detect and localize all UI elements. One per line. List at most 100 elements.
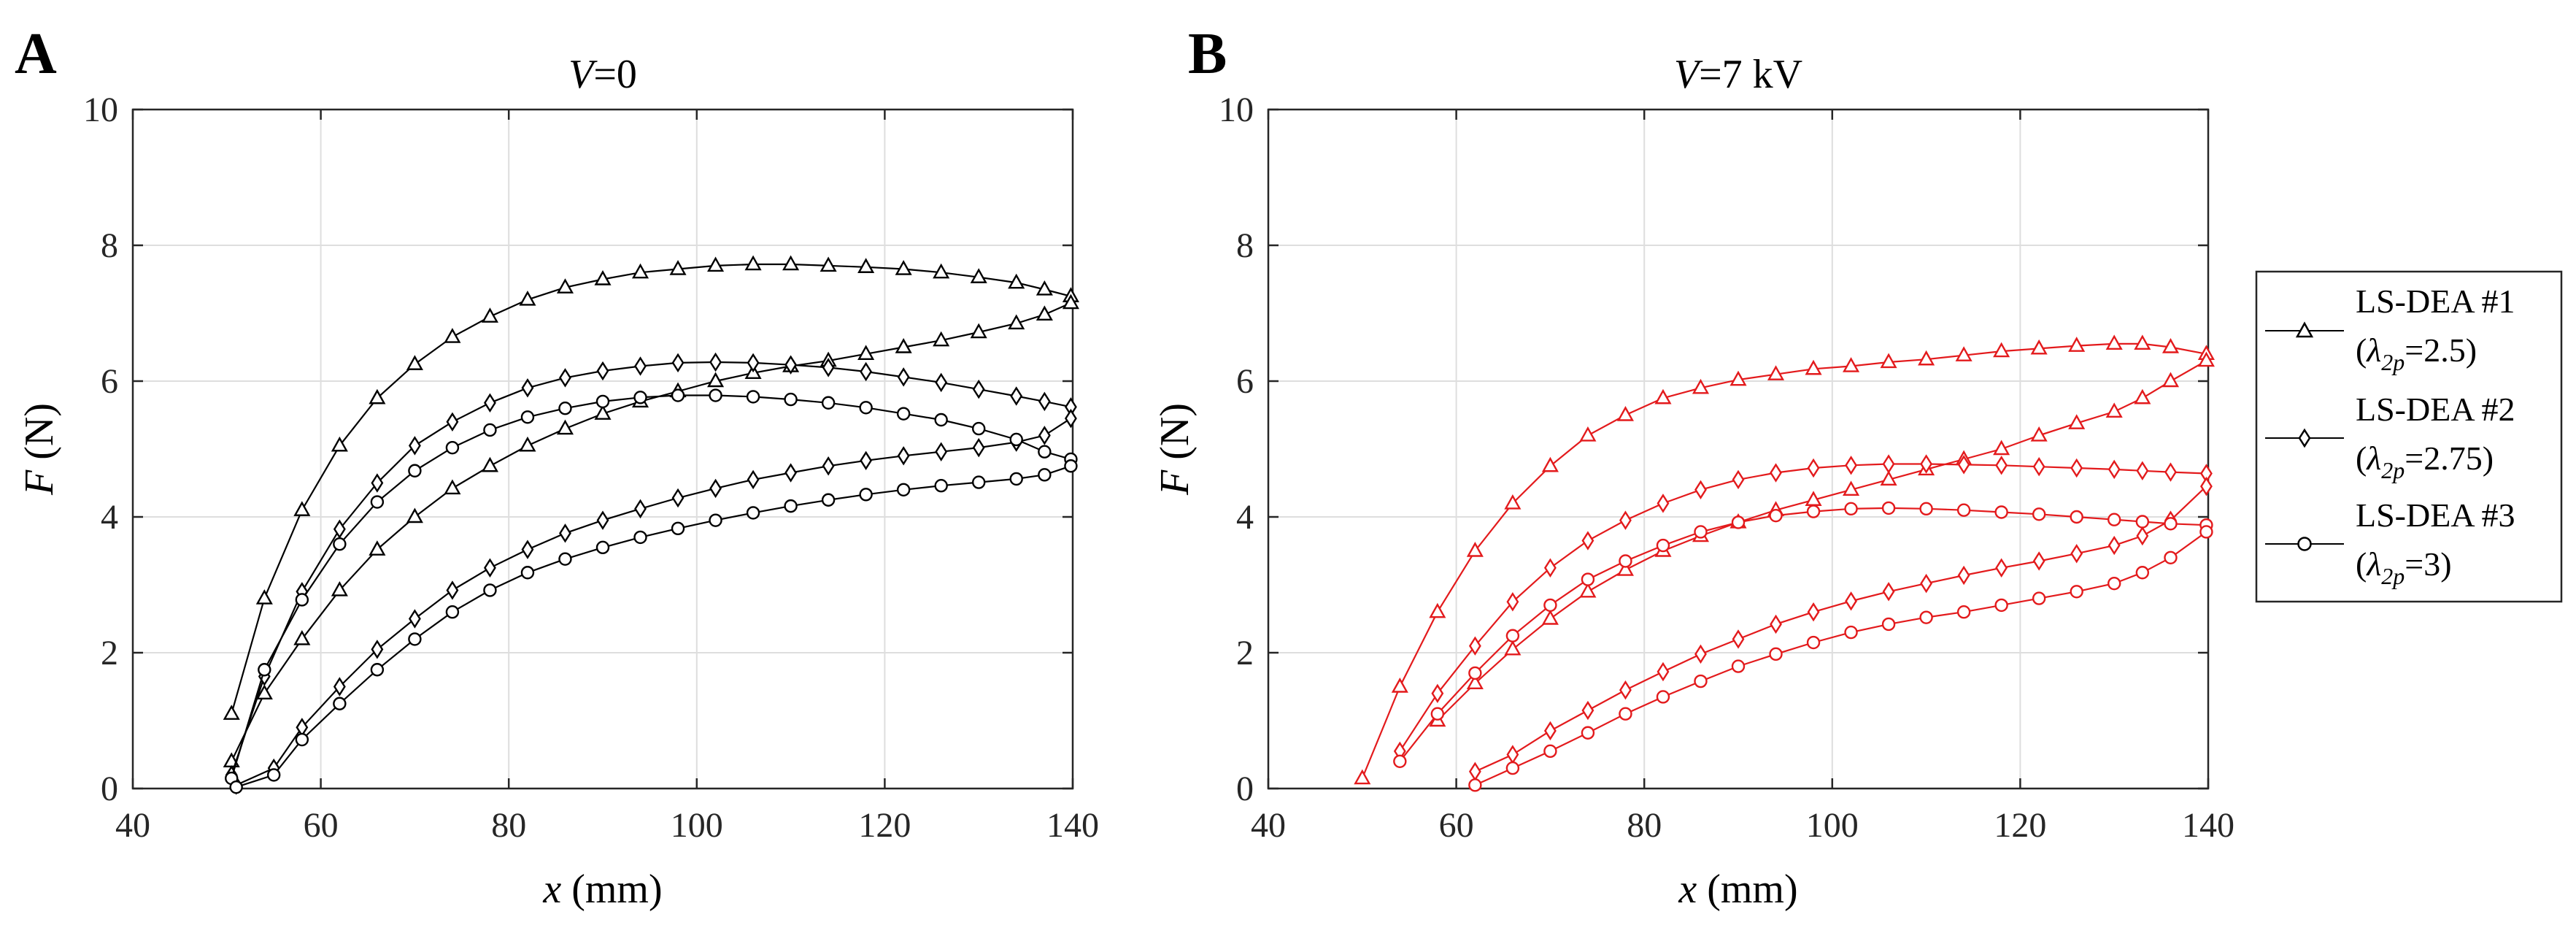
circle-marker xyxy=(1393,754,1407,769)
y-tick-label: 6 xyxy=(101,362,118,401)
circle-marker xyxy=(333,537,347,551)
triangle-marker xyxy=(444,328,461,343)
triangle-marker xyxy=(1918,350,1935,366)
triangle-marker xyxy=(1692,378,1710,394)
series-triangle xyxy=(223,294,1079,768)
series-triangle xyxy=(223,255,1079,720)
triangle-marker xyxy=(895,260,912,275)
series-diamond xyxy=(1393,454,2213,762)
triangle-marker xyxy=(1843,357,1860,372)
triangle-marker xyxy=(2068,414,2086,429)
diamond-marker xyxy=(1431,683,1444,704)
circle-marker xyxy=(1994,505,2008,519)
title-value: =7 kV xyxy=(1699,52,1802,97)
diamond-marker xyxy=(1468,636,1481,656)
y-tick-label: 0 xyxy=(101,770,118,808)
diamond-marker xyxy=(596,361,609,381)
circle-marker xyxy=(1806,635,1821,650)
triangle-marker xyxy=(2105,334,2123,350)
triangle-marker xyxy=(1008,314,1025,330)
legend-param: (λ2p=2.75) xyxy=(2356,440,2494,483)
x-axis-variable: x xyxy=(1678,867,1697,912)
diamond-marker xyxy=(2070,543,2083,564)
legend-label: LS-DEA #3 xyxy=(2356,496,2515,534)
circle-marker xyxy=(1731,659,1746,673)
circle-marker xyxy=(595,394,610,409)
triangle-marker xyxy=(857,345,875,360)
circle-marker xyxy=(971,421,986,436)
x-axis-unit: (mm) xyxy=(1697,867,1797,912)
panel-label: A xyxy=(15,22,57,86)
x-tick-label: 100 xyxy=(1806,806,1859,845)
series-line xyxy=(1474,531,2207,786)
triangle-marker xyxy=(1616,406,1634,421)
series-circle xyxy=(1468,525,2213,792)
circle-marker xyxy=(1656,690,1670,704)
triangle-marker xyxy=(223,705,240,720)
triangle-marker xyxy=(1504,494,1522,510)
triangle-marker xyxy=(1062,294,1079,310)
data-series xyxy=(223,255,1079,795)
triangle-marker xyxy=(2162,338,2180,353)
diamond-marker xyxy=(1920,454,1933,474)
diamond-marker xyxy=(1882,454,1895,474)
triangle-marker xyxy=(594,404,612,420)
y-tick-label: 8 xyxy=(1236,226,1254,265)
diamond-marker xyxy=(972,437,985,458)
diamond-marker xyxy=(1845,591,1857,611)
circle-marker xyxy=(1505,761,1520,775)
circle-marker xyxy=(2032,591,2046,605)
triangle-marker xyxy=(1616,561,1634,576)
diamond-marker xyxy=(709,478,722,499)
circle-marker xyxy=(2070,585,2083,599)
diamond-marker xyxy=(897,367,910,387)
diamond-marker xyxy=(559,368,571,388)
y-tick-label: 4 xyxy=(101,498,118,537)
diamond-marker xyxy=(1581,531,1594,551)
x-tick-label: 80 xyxy=(1627,806,1662,845)
diamond-marker xyxy=(671,488,685,508)
diamond-marker xyxy=(559,523,571,543)
triangle-marker xyxy=(1993,440,2010,456)
triangle-marker xyxy=(406,507,423,523)
y-tick-label: 2 xyxy=(1236,634,1254,672)
diamond-marker xyxy=(1543,558,1557,578)
triangle-marker xyxy=(1036,305,1053,321)
circle-marker xyxy=(1881,501,1896,515)
y-tick-label: 8 xyxy=(101,226,118,265)
circle-marker xyxy=(1430,707,1445,721)
circle-marker xyxy=(520,566,535,580)
triangle-marker xyxy=(744,255,762,271)
series-line xyxy=(231,302,1071,762)
circle-marker xyxy=(520,410,535,424)
circle-marker xyxy=(1064,459,1078,473)
y-axis-label: F (N) xyxy=(1152,403,1198,496)
triangle-marker xyxy=(2105,402,2123,418)
diamond-marker xyxy=(2200,476,2213,496)
circle-marker xyxy=(1038,445,1052,459)
axis-ticks: 40 60 80 100 120 140 0 2 4 6 8 10 xyxy=(83,91,1099,845)
triangle-marker xyxy=(707,372,725,388)
diamond-marker xyxy=(972,379,985,399)
diamond-marker xyxy=(1732,629,1745,649)
circle-marker xyxy=(671,388,685,402)
circle-marker xyxy=(258,663,271,677)
legend-entry-ls-dea-2: LS-DEA #2 (λ2p=2.75) xyxy=(2265,391,2515,483)
circle-marker xyxy=(934,413,948,427)
triangle-marker xyxy=(1579,582,1597,598)
series-line xyxy=(1437,360,2207,721)
circle-marker xyxy=(1619,707,1632,721)
circle-marker xyxy=(2135,515,2150,529)
diamond-marker xyxy=(1957,565,1970,586)
circle-marker xyxy=(1581,572,1595,586)
y-tick-label: 2 xyxy=(101,634,118,672)
x-tick-label: 40 xyxy=(115,806,150,845)
legend: LS-DEA #1 (λ2p=2.5) LS-DEA #2 (λ2p=2.75)… xyxy=(2255,270,2563,603)
x-tick-label: 60 xyxy=(1439,806,1474,845)
circle-marker xyxy=(2107,576,2121,591)
diamond-marker xyxy=(784,463,798,483)
x-tick-label: 120 xyxy=(1994,806,2046,845)
series-line xyxy=(231,263,1071,715)
diamond-marker xyxy=(747,469,760,490)
series-triangle xyxy=(1354,334,2215,785)
